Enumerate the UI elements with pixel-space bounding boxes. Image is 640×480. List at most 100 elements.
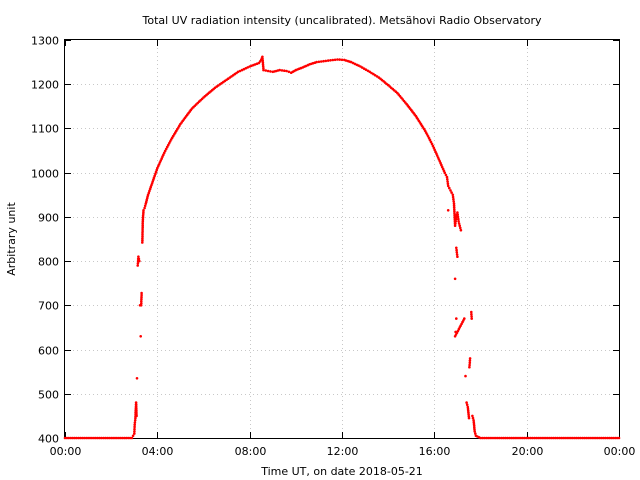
- data-point: [523, 436, 526, 440]
- data-point: [567, 436, 571, 440]
- y-tick-label: 400: [38, 433, 59, 446]
- data-point: [430, 142, 434, 146]
- data-point: [494, 436, 498, 440]
- data-point: [104, 436, 107, 440]
- data-point: [590, 436, 594, 440]
- data-point: [135, 412, 138, 416]
- data-point: [544, 436, 548, 440]
- data-point: [326, 59, 330, 62]
- data-point: [470, 315, 473, 318]
- x-tick-label: 12:00: [327, 445, 359, 458]
- data-point: [135, 407, 138, 410]
- data-point: [600, 436, 603, 440]
- data-point: [94, 436, 98, 440]
- data-point: [139, 335, 142, 338]
- data-point: [455, 253, 459, 256]
- data-point: [464, 374, 467, 378]
- data-point: [479, 436, 482, 440]
- data-point: [261, 59, 265, 62]
- data-point: [468, 359, 472, 362]
- x-tick-label: 08:00: [235, 445, 267, 458]
- data-point: [113, 436, 117, 440]
- data-point: [138, 259, 141, 263]
- data-point: [531, 436, 534, 440]
- data-point: [452, 200, 456, 203]
- data-point: [448, 186, 451, 190]
- data-point: [98, 436, 101, 440]
- data-point: [111, 436, 115, 440]
- data-point: [613, 436, 617, 440]
- data-point: [465, 403, 469, 407]
- data-point: [453, 210, 456, 213]
- data-point: [583, 436, 586, 440]
- data-point: [134, 403, 138, 406]
- y-tick-label: 1000: [31, 168, 59, 181]
- y-tick-label: 1300: [31, 35, 59, 48]
- data-point: [141, 237, 144, 240]
- data-point: [449, 189, 452, 192]
- data-point: [136, 262, 140, 265]
- data-point: [606, 436, 609, 440]
- data-point: [115, 436, 119, 440]
- data-point: [510, 436, 513, 440]
- data-point: [107, 436, 111, 440]
- data-point: [490, 436, 494, 440]
- data-point: [141, 218, 145, 221]
- data-point: [329, 59, 332, 62]
- data-point: [485, 436, 488, 440]
- data-point: [548, 436, 552, 440]
- data-point: [577, 436, 580, 440]
- data-point: [140, 299, 143, 303]
- data-point: [435, 154, 439, 157]
- data-point: [470, 317, 474, 320]
- data-point: [492, 436, 496, 440]
- data-point: [456, 255, 459, 258]
- data-point: [261, 55, 264, 59]
- data-point: [581, 436, 584, 440]
- data-point: [141, 225, 144, 229]
- data-point: [84, 436, 88, 440]
- data-point: [125, 436, 128, 440]
- data-point: [141, 239, 144, 242]
- data-point: [133, 421, 137, 424]
- data-point: [515, 436, 519, 440]
- data-point: [502, 436, 505, 440]
- data-point: [133, 423, 136, 427]
- data-point: [141, 231, 144, 235]
- data-point: [139, 304, 143, 307]
- data-point: [470, 312, 473, 316]
- data-point: [361, 66, 364, 69]
- data-point: [466, 409, 470, 413]
- data-point: [498, 436, 502, 440]
- axis-ticks: 00:00 04:00 08:00 12:00 16:00 20:00 00:0040050…: [31, 35, 635, 459]
- data-point: [446, 180, 449, 183]
- data-point: [82, 436, 86, 440]
- data-point: [615, 436, 619, 440]
- data-point: [468, 365, 471, 369]
- data-point: [446, 209, 450, 212]
- data-point: [540, 436, 544, 440]
- data-point: [140, 291, 143, 295]
- data-point: [483, 436, 486, 440]
- data-point: [451, 193, 455, 197]
- data-point: [596, 436, 600, 440]
- data-point: [561, 436, 565, 440]
- data-point: [90, 436, 94, 440]
- data-point: [598, 436, 602, 440]
- y-tick-label: 1200: [31, 79, 59, 92]
- data-point: [143, 204, 147, 208]
- data-point: [121, 436, 124, 440]
- data-point: [452, 197, 455, 201]
- data-point: [137, 255, 140, 258]
- data-point: [140, 295, 143, 299]
- data-point: [142, 209, 145, 212]
- data-point: [513, 436, 517, 440]
- data-point: [446, 184, 450, 188]
- data-point: [456, 215, 460, 219]
- data-point: [340, 58, 344, 62]
- data-point: [317, 60, 321, 64]
- data-point: [134, 405, 138, 408]
- data-point: [88, 436, 92, 440]
- data-point: [517, 436, 521, 440]
- x-tick-label: 20:00: [512, 445, 544, 458]
